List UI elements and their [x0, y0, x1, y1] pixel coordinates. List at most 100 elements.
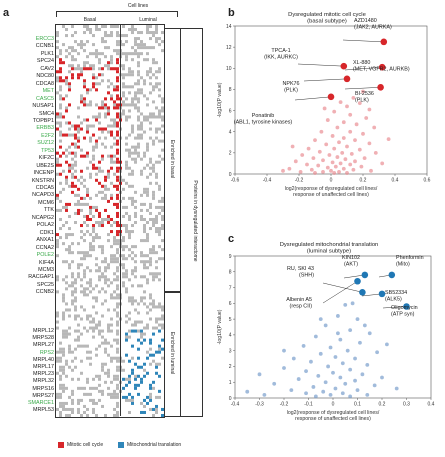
heatmap-cell	[122, 109, 125, 113]
heatmap-cell	[95, 347, 98, 351]
gene-label-mrpl12: MRPL12	[33, 328, 54, 334]
heatmap-cell	[116, 61, 119, 65]
heatmap-cell	[125, 332, 128, 336]
heatmap-cell	[89, 52, 92, 56]
heatmap-cell	[116, 34, 119, 38]
annotation-label: TPCA-1	[271, 48, 290, 54]
heatmap-cell	[62, 260, 65, 264]
bracket-luminal	[164, 292, 181, 417]
heatmap-cell	[131, 296, 134, 300]
chart-subtitle: (luminal subtype)	[307, 249, 351, 255]
heatmap-cell	[74, 314, 77, 318]
enriched-luminal-label: Enriched in luminal	[169, 331, 175, 375]
data-point	[353, 378, 357, 383]
heatmap-cell	[95, 28, 98, 32]
heatmap-cell	[152, 193, 155, 197]
gene-label-spc25: SPC25	[36, 281, 54, 288]
x-axis-label: log2(response of dysregulated cell lines…	[285, 186, 378, 192]
heatmap-cell	[86, 88, 89, 92]
heatmap-cell	[122, 272, 125, 276]
heatmap-cell	[110, 323, 113, 327]
heatmap-cell	[116, 205, 119, 209]
heatmap-cell	[140, 193, 143, 197]
heatmap-cell	[158, 374, 161, 378]
heatmap-cell	[110, 344, 113, 348]
heatmap-cell	[158, 184, 161, 188]
heatmap-cell	[98, 332, 101, 336]
heatmap-cell	[125, 335, 128, 339]
heatmap-cell	[98, 67, 101, 71]
heatmap-cell	[128, 67, 131, 71]
annotation-leader	[322, 281, 358, 304]
heatmap-cell	[71, 25, 74, 29]
heatmap-cell	[131, 356, 134, 360]
heatmap-cell	[92, 407, 95, 411]
heatmap-cell	[146, 103, 149, 107]
heatmap-cell	[161, 148, 164, 152]
data-point	[372, 383, 377, 388]
heatmap-cell	[146, 70, 149, 74]
data-point	[313, 171, 317, 175]
heatmap-cell	[65, 260, 68, 264]
heatmap-cell	[116, 350, 119, 354]
x-tick-label: 0.2	[379, 402, 386, 408]
heatmap-cell	[74, 160, 77, 164]
data-point	[257, 372, 262, 377]
heatmap-cell	[143, 410, 146, 414]
heatmap-cell	[116, 374, 119, 378]
heatmap-cell	[104, 106, 107, 110]
heatmap-cell	[104, 193, 107, 197]
heatmap-cell	[155, 230, 158, 234]
heatmap-cell	[89, 398, 92, 402]
legend-swatch-mito-translation	[118, 442, 124, 448]
heatmap-cell	[152, 224, 155, 228]
heatmap-cell	[116, 314, 119, 318]
y-tick-label: 0	[229, 396, 232, 402]
heatmap-cell	[110, 359, 113, 363]
heatmap-cell	[134, 37, 137, 41]
heatmap-cell	[89, 386, 92, 390]
heatmap-cell	[86, 61, 89, 65]
heatmap-cell	[68, 245, 71, 249]
heatmap-cell	[122, 85, 125, 89]
heatmap-cell	[83, 290, 86, 294]
heatmap-cell	[68, 133, 71, 137]
heatmap-cell	[92, 248, 95, 252]
heatmap-cell	[74, 221, 77, 225]
heatmap-cell	[104, 136, 107, 140]
heatmap-cell	[86, 329, 89, 333]
heatmap-cell	[155, 305, 158, 309]
heatmap-cell	[65, 359, 68, 363]
heatmap-cell	[74, 67, 77, 71]
heatmap-cell	[56, 371, 59, 375]
heatmap-cell	[56, 112, 59, 116]
heatmap-cell	[155, 272, 158, 276]
heatmap-cell	[134, 157, 137, 161]
x-tick-label: 0.1	[354, 402, 361, 408]
heatmap-cell	[80, 40, 83, 44]
heatmap-cell	[158, 323, 161, 327]
heatmap-cell	[116, 221, 119, 225]
heatmap-cell	[74, 287, 77, 291]
heatmap-cell	[155, 61, 158, 65]
heatmap-cell	[146, 115, 149, 119]
heatmap-cell	[65, 308, 68, 312]
heatmap-cell	[146, 401, 149, 405]
heatmap-cell	[65, 178, 68, 182]
heatmap-cell	[98, 278, 101, 282]
heatmap-cell	[158, 43, 161, 47]
heatmap-cell	[149, 293, 152, 297]
heatmap-cell	[80, 332, 83, 336]
heatmap-cell	[113, 154, 116, 158]
heatmap-cell	[152, 275, 155, 279]
data-point	[348, 162, 353, 167]
x-tick-label: 0.6	[424, 178, 431, 184]
heatmap-cell	[146, 175, 149, 179]
data-point	[287, 166, 292, 171]
heatmap-cell	[92, 205, 95, 209]
heatmap-cell	[125, 290, 128, 294]
heatmap-cell	[95, 233, 98, 237]
gene-label-knstrn: KNSTRN	[31, 177, 54, 184]
data-point	[348, 129, 353, 134]
heatmap-cell	[122, 112, 125, 116]
